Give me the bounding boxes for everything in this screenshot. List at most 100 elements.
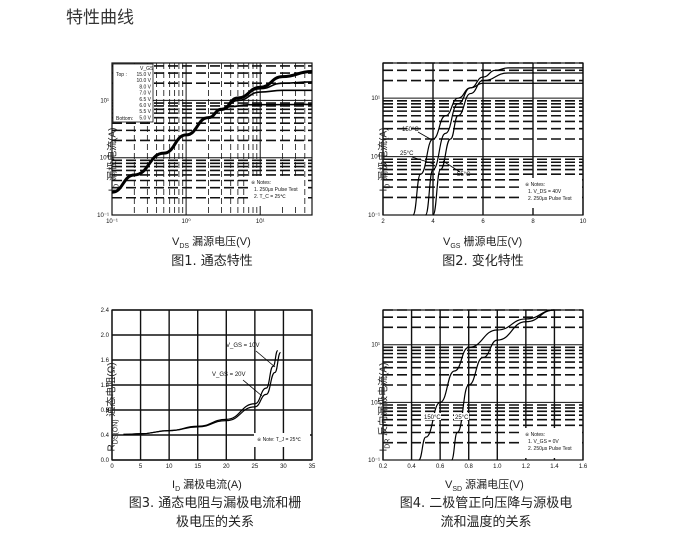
x-tick-label: 0.2 <box>379 464 388 470</box>
chart2-xlabel: VGS 栅源电压(V) <box>443 236 523 251</box>
x-tick-label: 1.2 <box>522 464 531 470</box>
legend-entry: 7.0 V <box>139 91 151 97</box>
note-text: ※ Notes: <box>251 180 271 186</box>
legend-entry: 5.0 V <box>139 115 151 121</box>
chart1-caption: 图1. 通态特性 <box>171 254 253 269</box>
legend-bottom-label: Bottom: <box>116 116 133 122</box>
y-tick-label: 0.0 <box>101 458 110 464</box>
x-tick-label: 10 <box>580 219 587 225</box>
note-text: ※ Notes: <box>525 182 545 188</box>
series-line <box>418 309 555 461</box>
label-150c: 150°C <box>424 415 441 421</box>
x-tick-label: 6 <box>481 219 485 225</box>
label-bg <box>422 413 441 420</box>
chart-2: 2 4 6 8 10 10⁻¹ 10⁰ 10¹ ※ Notes:1. V_DS = 40V2. … <box>368 62 587 225</box>
note-text: ※ Note: T_J = 25℃ <box>257 437 301 443</box>
y-tick-label: 2.0 <box>101 333 110 339</box>
legend-header: V_GS <box>140 66 154 72</box>
note-text: 2. 250μs Pulse Test <box>528 196 572 202</box>
arrow <box>442 160 461 173</box>
legend-entry: 6.5 V <box>139 97 151 103</box>
x-tick-label: 0.8 <box>465 464 474 470</box>
note-text: ※ Notes: <box>525 432 545 438</box>
x-tick-label: 4 <box>431 219 435 225</box>
label-minus55c: -55°C <box>455 172 471 178</box>
x-tick-label: 10¹ <box>256 219 265 225</box>
chart3-caption: 图3. 通态电阻与漏极电流和栅 极电压的关系 <box>128 496 302 530</box>
series-line <box>412 82 583 216</box>
x-tick-label: 2 <box>381 219 385 225</box>
chart4-caption: 图4. 二极管正向压降与源极电 流和温度的关系 <box>399 496 573 530</box>
note-text: 2. T_C = 25℃ <box>254 194 286 200</box>
label-25c: 25°C <box>400 151 414 157</box>
plot-frame <box>382 309 584 461</box>
y-tick-label: 1.6 <box>101 358 110 364</box>
chart1-ylabel: ID 漏极电流(A) <box>107 127 121 192</box>
chart4-annotations: 150°C 25°C <box>422 413 469 421</box>
notes-box <box>522 178 582 208</box>
legend-entry: 5.5 V <box>139 109 151 115</box>
x-tick-label: 20 <box>223 464 230 470</box>
note-text: 1. 250μs Pulse Test <box>254 187 298 193</box>
page-title: 特性曲线 <box>66 8 134 28</box>
x-tick-label: 0 <box>110 464 114 470</box>
y-tick-label: 10¹ <box>371 96 380 102</box>
note-text: 1. V_DS = 40V <box>528 189 562 195</box>
label-bg <box>454 413 469 420</box>
y-tick-label: 10¹ <box>100 98 109 104</box>
arrow <box>411 156 435 165</box>
notes-box <box>254 433 310 447</box>
x-tick-label: 0.6 <box>436 464 445 470</box>
legend-top-label: Top : <box>116 72 127 78</box>
note-text: 1. V_GS = 0V <box>528 439 559 445</box>
chart-3: 0 5 10 15 20 25 30 35 0.0 0.4 0.8 1.2 1.6 2.0 2.4 ※ Not… <box>101 308 316 470</box>
x-tick-label: 5 <box>139 464 143 470</box>
y-tick-label: 2.4 <box>101 308 110 314</box>
chart-4: 0.2 0.4 0.6 0.8 1.0 1.2 1.4 1.6 10⁻¹ 10⁰ 10¹ ※ Note… <box>368 309 588 470</box>
series-line <box>450 309 555 461</box>
label-vgs-10v: V_GS = 10V <box>226 343 260 349</box>
arrow <box>242 379 263 397</box>
notes-box <box>248 176 304 206</box>
chart4-xlabel: VSD 源漏电压(V) <box>445 479 524 494</box>
series-line <box>111 103 313 194</box>
legend-box <box>112 63 154 123</box>
plot-frame <box>111 62 313 216</box>
arrow <box>255 350 276 368</box>
series-line <box>424 67 583 216</box>
note-text: 2. 250μs Pulse Test <box>528 446 572 452</box>
x-tick-label: 10⁰ <box>182 218 192 225</box>
chart1-xlabel: VDS 漏源电压(V) <box>172 236 251 251</box>
plot-frame <box>382 62 584 216</box>
x-tick-label: 15 <box>194 464 201 470</box>
y-tick-label: 10⁻¹ <box>368 458 380 464</box>
chart3-xlabel: ID 漏极电流(A) <box>172 479 242 494</box>
legend-entry: 10.0 V <box>137 78 152 84</box>
notes-box <box>522 428 582 458</box>
label-150c: 150°C <box>402 127 419 133</box>
arrow <box>417 131 433 141</box>
chart2-ylabel: ID 漏极电流(A) <box>378 127 392 192</box>
series-line <box>432 72 583 216</box>
y-tick-label: 10⁰ <box>371 154 381 161</box>
x-tick-label: 10⁻¹ <box>106 219 118 225</box>
chart2-annotations: 150°C 25°C -55°C <box>400 127 471 178</box>
x-tick-label: 35 <box>309 464 316 470</box>
label-vgs-20v: V_GS = 20V <box>212 372 246 378</box>
x-tick-label: 8 <box>531 219 535 225</box>
y-tick-label: 10⁰ <box>100 155 110 162</box>
y-tick-label: 10¹ <box>371 343 380 349</box>
x-tick-label: 30 <box>280 464 287 470</box>
x-tick-label: 0.4 <box>407 464 416 470</box>
y-tick-label: 10⁻¹ <box>368 213 380 219</box>
x-tick-label: 1.4 <box>550 464 559 470</box>
series-line <box>123 351 282 435</box>
x-tick-label: 25 <box>252 464 259 470</box>
series-line <box>123 350 279 435</box>
chart3-ylabel: RDS(ON) 通态电阻(Ω) <box>106 362 120 452</box>
chart2-caption: 图2. 变化特性 <box>442 254 524 269</box>
x-tick-label: 1.6 <box>579 464 588 470</box>
y-tick-label: 10⁻¹ <box>97 213 109 219</box>
